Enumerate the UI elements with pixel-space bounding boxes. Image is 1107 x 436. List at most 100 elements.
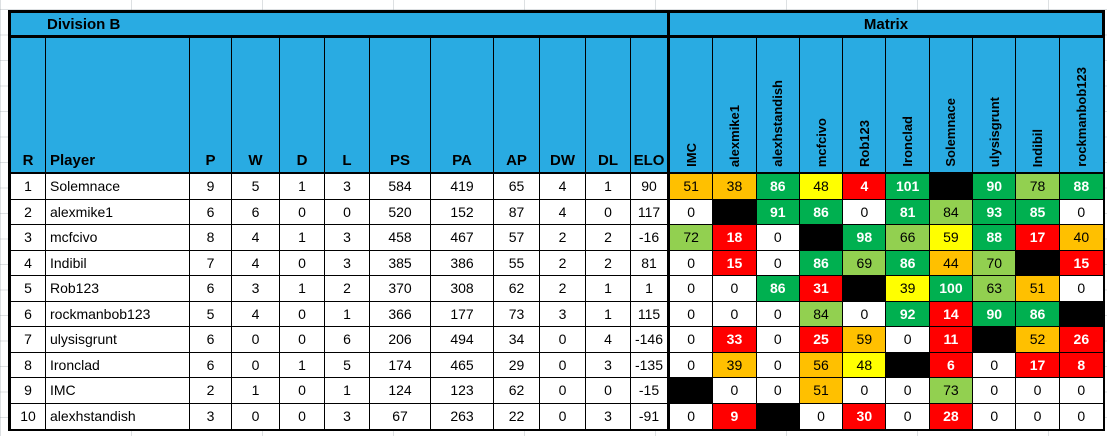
cell-player[interactable]: rockmanbob123 [46, 301, 190, 327]
matrix-cell[interactable]: 48 [799, 174, 844, 200]
cell-dw[interactable]: 4 [540, 174, 586, 200]
cell-d[interactable]: 1 [280, 225, 325, 251]
cell-dl[interactable]: 2 [586, 225, 631, 251]
matrix-cell[interactable]: 90 [973, 301, 1017, 327]
cell-p[interactable]: 8 [190, 225, 232, 251]
cell-l[interactable]: 3 [325, 225, 370, 251]
cell-r[interactable]: 7 [11, 327, 46, 353]
cell-r[interactable]: 4 [11, 250, 46, 276]
matrix-cell[interactable] [670, 378, 714, 404]
cell-ap[interactable]: 34 [494, 327, 540, 353]
cell-l[interactable]: 6 [325, 327, 370, 353]
cell-ap[interactable]: 87 [494, 199, 540, 225]
cell-dw[interactable]: 2 [540, 225, 586, 251]
matrix-cell[interactable]: 0 [1059, 403, 1103, 429]
col-header-draws[interactable]: D [280, 38, 325, 174]
cell-ps[interactable]: 366 [370, 301, 431, 327]
matrix-cell[interactable]: 69 [843, 250, 887, 276]
col-header-pa[interactable]: PA [431, 38, 494, 174]
cell-d[interactable]: 0 [280, 199, 325, 225]
col-header-rank[interactable]: R [11, 38, 46, 174]
cell-ps[interactable]: 67 [370, 403, 431, 429]
cell-w[interactable]: 0 [232, 327, 280, 353]
matrix-cell[interactable]: 0 [756, 378, 800, 404]
cell-dw[interactable]: 2 [540, 276, 586, 302]
cell-r[interactable]: 1 [11, 174, 46, 200]
cell-pa[interactable]: 152 [431, 199, 494, 225]
cell-ps[interactable]: 206 [370, 327, 431, 353]
matrix-cell[interactable]: 0 [886, 378, 930, 404]
cell-l[interactable]: 1 [325, 378, 370, 404]
cell-d[interactable]: 0 [280, 327, 325, 353]
cell-p[interactable]: 2 [190, 378, 232, 404]
cell-elo[interactable]: 115 [631, 301, 670, 327]
matrix-cell[interactable]: 0 [843, 378, 887, 404]
cell-w[interactable]: 5 [232, 174, 280, 200]
cell-ap[interactable]: 73 [494, 301, 540, 327]
cell-elo[interactable]: 81 [631, 250, 670, 276]
matrix-cell[interactable]: 86 [799, 250, 844, 276]
col-header-dl[interactable]: DL [586, 38, 631, 174]
matrix-cell[interactable]: 66 [886, 225, 930, 251]
matrix-cell[interactable]: 39 [713, 352, 757, 378]
matrix-cell[interactable]: 51 [1016, 276, 1060, 302]
cell-player[interactable]: IMC [46, 378, 190, 404]
cell-d[interactable]: 1 [280, 174, 325, 200]
cell-dl[interactable]: 1 [586, 276, 631, 302]
cell-ps[interactable]: 520 [370, 199, 431, 225]
cell-w[interactable]: 4 [232, 301, 280, 327]
matrix-cell[interactable]: 73 [929, 378, 974, 404]
col-header-losses[interactable]: L [325, 38, 370, 174]
cell-dw[interactable]: 0 [540, 403, 586, 429]
matrix-cell[interactable]: 0 [1016, 378, 1060, 404]
matrix-cell[interactable]: 0 [756, 301, 800, 327]
matrix-cell[interactable]: 84 [799, 301, 844, 327]
matrix-cell[interactable]: 8 [1059, 352, 1103, 378]
matrix-cell[interactable]: 18 [713, 225, 757, 251]
matrix-cell[interactable]: 92 [886, 301, 930, 327]
cell-p[interactable]: 3 [190, 403, 232, 429]
matrix-cell[interactable]: 14 [929, 301, 974, 327]
cell-elo[interactable]: 90 [631, 174, 670, 200]
matrix-cell[interactable] [713, 199, 757, 225]
cell-ap[interactable]: 62 [494, 378, 540, 404]
cell-l[interactable]: 2 [325, 276, 370, 302]
matrix-cell[interactable]: 28 [929, 403, 974, 429]
matrix-cell[interactable]: 0 [670, 352, 714, 378]
cell-r[interactable]: 8 [11, 352, 46, 378]
cell-ap[interactable]: 22 [494, 403, 540, 429]
matrix-cell[interactable]: 59 [843, 327, 887, 353]
matrix-cell[interactable] [1016, 250, 1060, 276]
matrix-cell[interactable]: 0 [670, 250, 714, 276]
matrix-cell[interactable]: 0 [843, 301, 887, 327]
division-title[interactable]: Division B [11, 13, 670, 38]
matrix-cell[interactable]: 52 [1016, 327, 1060, 353]
matrix-cell[interactable]: 0 [973, 352, 1017, 378]
cell-ap[interactable]: 62 [494, 276, 540, 302]
cell-ps[interactable]: 174 [370, 352, 431, 378]
matrix-cell[interactable]: 88 [973, 225, 1017, 251]
matrix-col-header-alexmike1[interactable]: alexmike1 [713, 38, 757, 174]
cell-ps[interactable]: 584 [370, 174, 431, 200]
cell-dl[interactable]: 1 [586, 174, 631, 200]
cell-dw[interactable]: 4 [540, 199, 586, 225]
cell-pa[interactable]: 386 [431, 250, 494, 276]
matrix-cell[interactable]: 90 [973, 174, 1017, 200]
matrix-title[interactable]: Matrix [670, 13, 1103, 38]
matrix-cell[interactable]: 98 [843, 225, 887, 251]
cell-d[interactable]: 0 [280, 403, 325, 429]
cell-dw[interactable]: 2 [540, 250, 586, 276]
matrix-cell[interactable]: 84 [929, 199, 974, 225]
matrix-cell[interactable]: 0 [1059, 378, 1103, 404]
cell-p[interactable]: 6 [190, 276, 232, 302]
matrix-cell[interactable]: 11 [929, 327, 974, 353]
cell-dw[interactable]: 0 [540, 352, 586, 378]
cell-elo[interactable]: 117 [631, 199, 670, 225]
cell-player[interactable]: alexmike1 [46, 199, 190, 225]
cell-ap[interactable]: 65 [494, 174, 540, 200]
cell-dl[interactable]: 4 [586, 327, 631, 353]
cell-player[interactable]: Indibil [46, 250, 190, 276]
matrix-cell[interactable]: 86 [756, 276, 800, 302]
matrix-cell[interactable]: 0 [756, 327, 800, 353]
matrix-cell[interactable]: 15 [1059, 250, 1103, 276]
